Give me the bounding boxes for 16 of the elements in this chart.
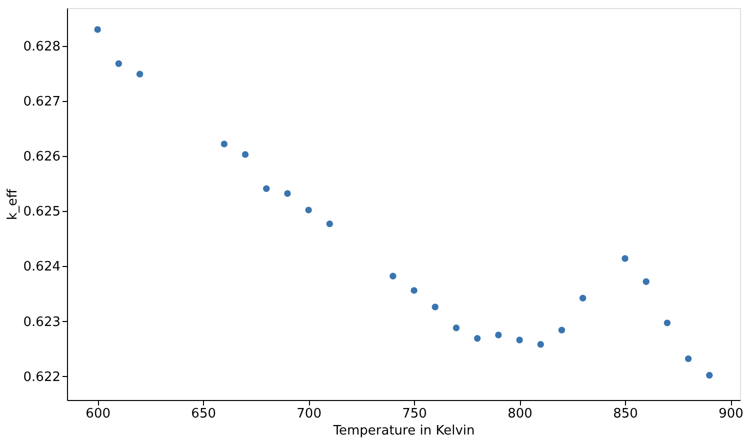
x-tick-label: 850	[613, 406, 638, 422]
x-tick-label: 900	[718, 406, 744, 422]
x-tick-label: 600	[86, 406, 111, 422]
x-tick-label: 700	[296, 406, 322, 422]
x-tick-label: 650	[191, 406, 216, 422]
x-tick-label: 800	[508, 406, 532, 422]
y-tick-label: 0.622	[23, 370, 60, 385]
y-tick-label: 0.624	[23, 260, 60, 275]
x-axis-title: Temperature in Kelvin	[332, 424, 475, 438]
y-tick-label: 0.623	[23, 314, 60, 330]
y-tick-label: 0.627	[23, 94, 60, 110]
x-tick-label: 750	[402, 406, 427, 422]
y-tick-label: 0.628	[23, 39, 60, 54]
y-tick-label: 0.625	[23, 204, 60, 220]
y-axis-title: k_eff	[5, 188, 20, 220]
y-tick-label: 0.626	[23, 150, 60, 165]
